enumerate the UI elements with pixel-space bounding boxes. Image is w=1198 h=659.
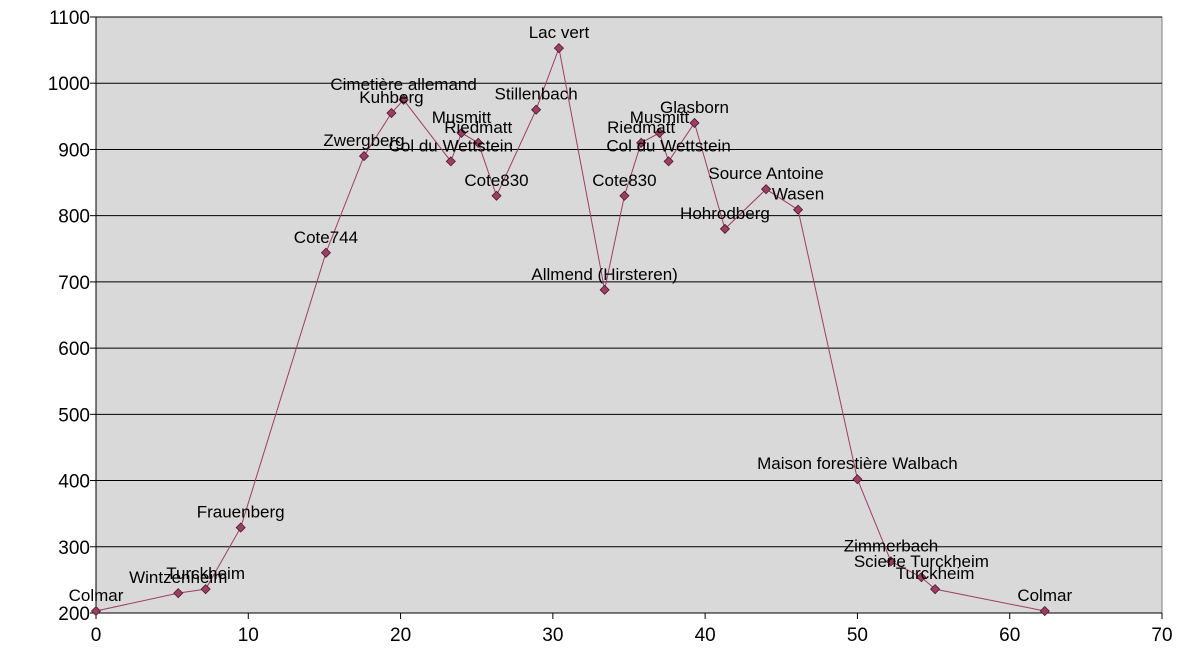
data-point [456, 127, 467, 138]
y-tick-label: 200 [58, 604, 90, 625]
y-tick-labels: 200 300 400 500 600 700 800 900 1000 1100 [48, 8, 90, 625]
point-label: Colmar [1017, 586, 1072, 605]
y-tick-label: 500 [58, 405, 90, 426]
data-point [599, 284, 610, 295]
y-tick-label: 300 [58, 538, 90, 559]
data-point [90, 605, 102, 617]
y-tick-label: 400 [58, 472, 90, 493]
point-label: Maison forestière Walbach [757, 454, 958, 473]
point-label: Wintzenheim [129, 568, 227, 587]
point-label: Turckheim [896, 564, 975, 583]
point-label: Cote744 [294, 228, 358, 247]
data-markers [90, 43, 1050, 617]
data-point [386, 107, 397, 119]
point-label: Stillenbach [495, 85, 578, 104]
point-labels: ColmarWintzenheimTurckheimFrauenbergCote… [69, 23, 1073, 605]
data-point [619, 190, 630, 201]
data-point [491, 190, 502, 201]
axes [95, 17, 1163, 619]
y-tick-label: 800 [58, 207, 90, 228]
data-point [636, 137, 647, 148]
data-point [173, 588, 184, 599]
point-label: Col du Wettstein [606, 136, 730, 155]
data-point [689, 117, 700, 129]
point-label: Frauenberg [197, 503, 285, 522]
data-point [654, 127, 665, 138]
data-point [200, 584, 211, 595]
point-label: Riedmatt [607, 118, 675, 137]
point-label: Zwergberg [323, 131, 404, 150]
data-point [930, 584, 941, 595]
x-tick-label: 60 [999, 625, 1020, 646]
data-point [235, 522, 246, 533]
data-point [852, 474, 863, 485]
y-tick-label: 1100 [49, 8, 90, 29]
grid-lines [90, 16, 1162, 614]
x-tick-label: 70 [1151, 625, 1172, 646]
data-point [719, 223, 731, 234]
x-tick-label: 30 [542, 625, 563, 646]
point-label: Scierie Turckheim [854, 552, 989, 571]
y-tick-label: 700 [58, 273, 90, 294]
point-label: Cote830 [592, 171, 656, 190]
point-label: Allmend (Hirsteren) [531, 265, 677, 284]
x-tick-label: 0 [91, 625, 102, 646]
x-tick-labels: 0 10 20 30 40 50 60 70 [91, 625, 1173, 646]
point-label: Hohrodberg [680, 204, 770, 223]
data-point [398, 94, 409, 105]
y-tick-label: 900 [58, 140, 90, 161]
x-tick-label: 20 [390, 625, 411, 646]
data-point [792, 204, 804, 215]
data-point [663, 156, 674, 167]
data-point [358, 151, 370, 162]
point-label: Col du Wettstein [389, 136, 513, 155]
point-label: Musmitt [630, 108, 690, 127]
point-label: Wasen [772, 185, 824, 204]
point-label: Lac vert [529, 23, 590, 42]
point-label: Zimmerbach [844, 536, 938, 555]
x-tick-label: 50 [847, 625, 868, 646]
data-point [531, 104, 542, 115]
plot-area [95, 16, 1163, 614]
data-point [916, 572, 927, 583]
x-tick-label: 40 [695, 625, 716, 646]
point-label: Cote830 [464, 171, 528, 190]
point-label: Glasborn [660, 98, 729, 117]
point-label: Cimetière allemand [330, 75, 476, 94]
data-point [760, 184, 772, 195]
point-label: Turckheim [166, 564, 245, 583]
data-point [1039, 605, 1050, 617]
y-tick-label: 600 [58, 339, 90, 360]
point-label: Colmar [69, 586, 124, 605]
point-label: Musmitt [432, 108, 492, 127]
point-label: Riedmatt [444, 118, 512, 137]
data-point [473, 137, 484, 148]
x-tick-label: 10 [238, 625, 259, 646]
data-point [445, 156, 456, 167]
series-line [95, 46, 1045, 612]
point-label: Kuhberg [359, 88, 423, 107]
data-point [320, 247, 332, 258]
data-point [885, 556, 896, 567]
data-point [553, 43, 565, 54]
point-label: Source Antoine [708, 164, 823, 183]
y-tick-label: 1000 [48, 74, 90, 95]
